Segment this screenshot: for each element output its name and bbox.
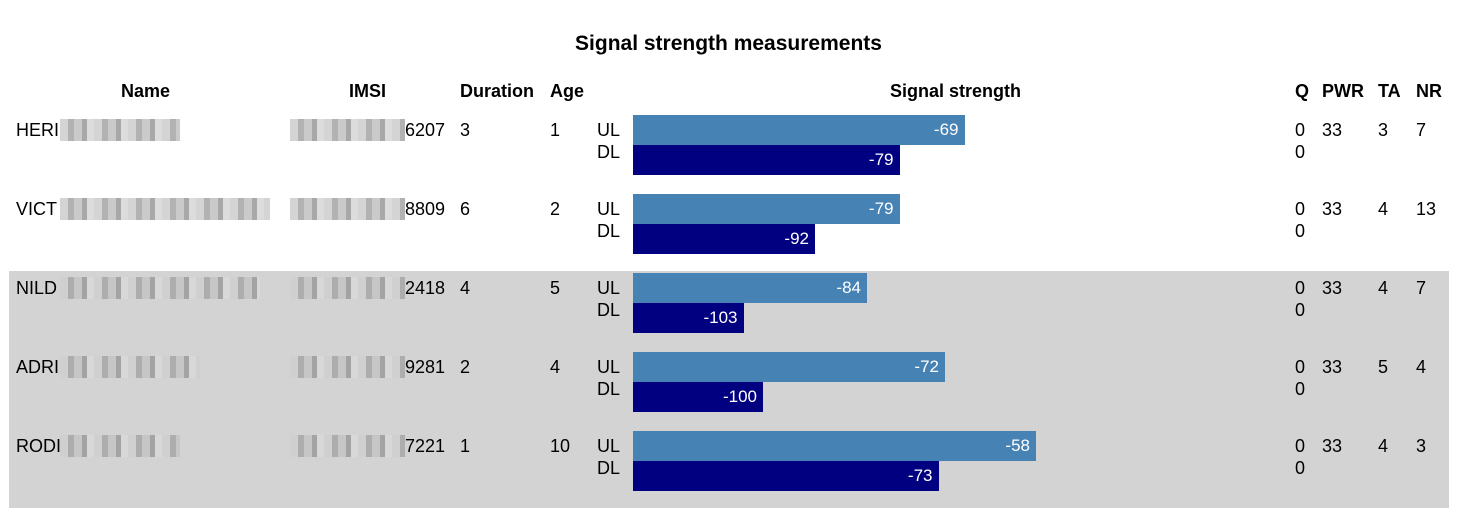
redacted-imsi: [290, 356, 405, 378]
q-dl-cell: 0: [1295, 379, 1306, 399]
pwr-cell: 33: [1322, 278, 1343, 298]
ta-cell: 4: [1378, 278, 1389, 298]
dl-signal-bar: -73: [633, 461, 939, 491]
imsi-cell: 9281: [405, 357, 446, 377]
ul-signal-bar: -58: [633, 431, 1036, 461]
name-cell: RODI: [16, 436, 61, 456]
q-ul-cell: 0: [1295, 357, 1306, 377]
ul-label: UL: [597, 436, 621, 456]
dl-label: DL: [597, 379, 621, 399]
q-ul-cell: 0: [1295, 278, 1306, 298]
name-cell: VICT: [16, 199, 58, 219]
ul-signal-bar: -72: [633, 352, 945, 382]
ul-signal-bar: -79: [633, 194, 900, 224]
dl-label: DL: [597, 300, 621, 320]
pwr-cell: 33: [1322, 357, 1343, 377]
q-dl-cell: 0: [1295, 300, 1306, 320]
q-dl-cell: 0: [1295, 142, 1306, 162]
ul-label: UL: [597, 120, 621, 140]
name-cell: NILD: [16, 278, 58, 298]
imsi-cell: 7221: [405, 436, 446, 456]
redacted-name: [60, 356, 200, 378]
header-q: Q: [1295, 81, 1310, 101]
header-ta: TA: [1378, 81, 1401, 101]
nr-cell: 4: [1416, 357, 1427, 377]
duration-cell: 2: [460, 357, 471, 377]
ta-cell: 4: [1378, 199, 1389, 219]
page-title: Signal strength measurements: [575, 32, 882, 55]
header-age: Age: [550, 81, 585, 101]
dl-signal-bar: -79: [633, 145, 900, 175]
nr-cell: 7: [1416, 278, 1427, 298]
redacted-name: [60, 198, 270, 220]
imsi-cell: 8809: [405, 199, 446, 219]
dl-label: DL: [597, 142, 621, 162]
q-ul-cell: 0: [1295, 199, 1306, 219]
header-nr: NR: [1416, 81, 1442, 101]
header-signal-strength: Signal strength: [890, 81, 1022, 101]
ta-cell: 5: [1378, 357, 1389, 377]
pwr-cell: 33: [1322, 436, 1343, 456]
redacted-name: [60, 435, 180, 457]
duration-cell: 1: [460, 436, 471, 456]
duration-cell: 4: [460, 278, 471, 298]
q-ul-cell: 0: [1295, 436, 1306, 456]
q-dl-cell: 0: [1295, 458, 1306, 478]
header-pwr: PWR: [1322, 81, 1364, 101]
redacted-name: [60, 119, 180, 141]
redacted-imsi: [290, 198, 405, 220]
pwr-cell: 33: [1322, 199, 1343, 219]
header-duration: Duration: [460, 81, 534, 101]
age-cell: 1: [550, 120, 561, 140]
imsi-cell: 2418: [405, 278, 446, 298]
q-ul-cell: 0: [1295, 120, 1306, 140]
ul-label: UL: [597, 357, 621, 377]
dl-signal-bar: -103: [633, 303, 744, 333]
ul-signal-bar: -69: [633, 115, 965, 145]
name-cell: ADRI: [16, 357, 60, 377]
age-cell: 2: [550, 199, 561, 219]
redacted-imsi: [290, 119, 405, 141]
redacted-imsi: [290, 435, 405, 457]
age-cell: 5: [550, 278, 561, 298]
nr-cell: 3: [1416, 436, 1427, 456]
redacted-name: [60, 277, 260, 299]
duration-cell: 6: [460, 199, 471, 219]
dl-signal-bar: -92: [633, 224, 815, 254]
ul-label: UL: [597, 199, 621, 219]
dl-signal-bar: -100: [633, 382, 763, 412]
age-cell: 10: [550, 436, 571, 456]
nr-cell: 7: [1416, 120, 1427, 140]
header-name: Name: [121, 81, 171, 101]
redacted-imsi: [290, 277, 405, 299]
age-cell: 4: [550, 357, 561, 377]
q-dl-cell: 0: [1295, 221, 1306, 241]
ul-label: UL: [597, 278, 621, 298]
nr-cell: 13: [1416, 199, 1437, 219]
imsi-cell: 6207: [405, 120, 446, 140]
ul-signal-bar: -84: [633, 273, 867, 303]
ta-cell: 4: [1378, 436, 1389, 456]
dl-label: DL: [597, 458, 621, 478]
name-cell: HERI: [16, 120, 60, 140]
header-imsi: IMSI: [349, 81, 387, 101]
dl-label: DL: [597, 221, 621, 241]
duration-cell: 3: [460, 120, 471, 140]
pwr-cell: 33: [1322, 120, 1343, 140]
ta-cell: 3: [1378, 120, 1389, 140]
